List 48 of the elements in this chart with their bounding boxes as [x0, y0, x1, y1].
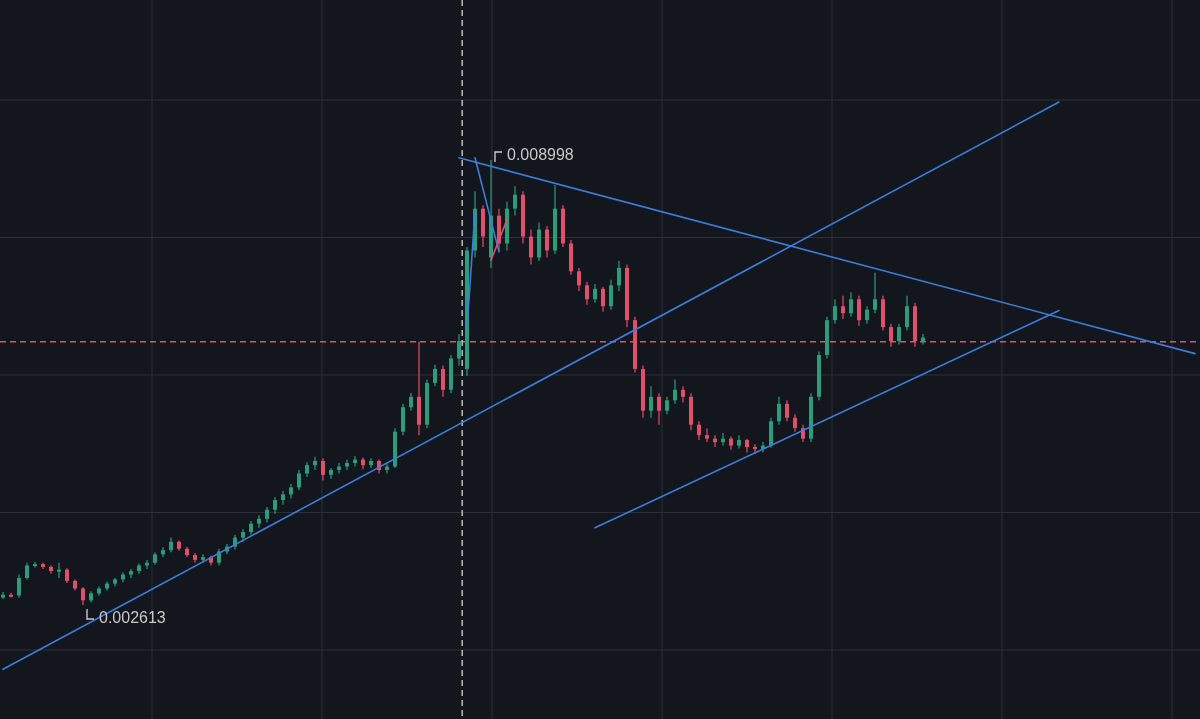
candlestick — [601, 286, 605, 313]
candlestick — [57, 562, 61, 579]
candlestick — [681, 385, 685, 403]
candlestick — [441, 364, 445, 398]
candlestick — [457, 333, 461, 367]
candlestick — [585, 281, 589, 306]
candlestick — [785, 399, 789, 422]
candlestick — [545, 225, 549, 259]
candlestick — [297, 469, 301, 491]
candlestick — [345, 458, 349, 471]
candlestick — [329, 467, 333, 480]
candlestick — [841, 295, 845, 320]
candlestick — [873, 272, 877, 314]
candlestick — [609, 279, 613, 311]
candlestick — [649, 385, 653, 419]
candlestick — [833, 298, 837, 325]
candlestick — [409, 392, 413, 412]
candlestick — [697, 420, 701, 441]
text: 0.002613 — [99, 609, 166, 627]
candlestick — [161, 546, 165, 558]
candlestick — [849, 291, 853, 318]
annotation: 0.008998 — [507, 146, 574, 164]
candlestick — [673, 378, 677, 405]
candlestick — [577, 267, 581, 292]
candlestick — [49, 564, 53, 575]
candlestick — [857, 295, 861, 327]
candlestick — [529, 228, 533, 265]
candlestick — [33, 561, 37, 569]
candlestick — [129, 568, 133, 579]
candlestick — [313, 456, 317, 471]
candlestick — [361, 456, 365, 470]
candlestick — [593, 283, 597, 304]
candlestick — [705, 427, 709, 443]
candlestick — [281, 490, 285, 506]
candlestick — [257, 514, 261, 529]
candlestick — [9, 592, 13, 599]
candlestick — [657, 392, 661, 426]
candlestick — [17, 573, 21, 599]
candlestick — [369, 457, 373, 469]
candlestick — [753, 443, 757, 455]
candlestick — [433, 364, 437, 387]
candlestick — [1, 591, 5, 600]
candlestick — [905, 295, 909, 332]
candlestick — [897, 323, 901, 346]
candlestick — [617, 260, 621, 292]
candlestick — [513, 185, 517, 217]
candlestick — [777, 396, 781, 426]
candlestick — [321, 457, 325, 482]
